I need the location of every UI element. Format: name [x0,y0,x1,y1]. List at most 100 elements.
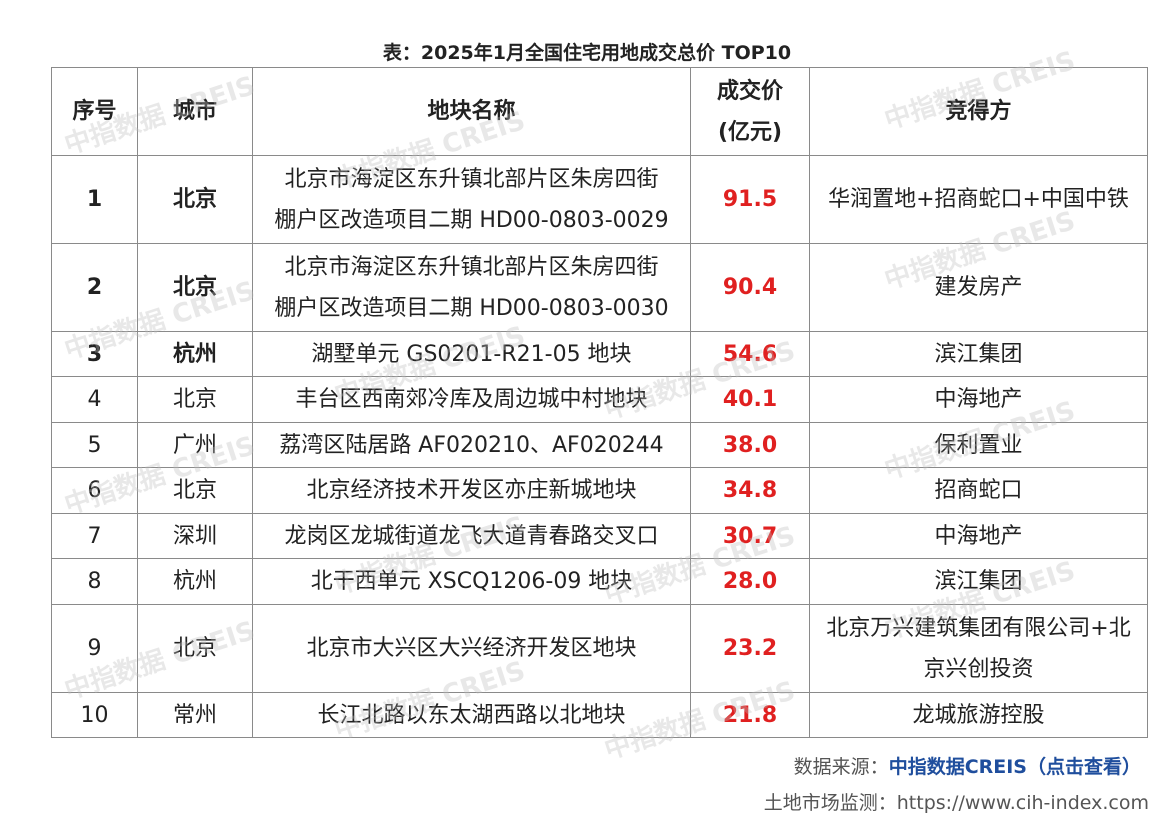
cell-city: 北京 [137,155,253,244]
cell-price-line: 90.4 [722,275,778,300]
cell-city-line: 北京 [172,478,217,503]
cell-city: 常州 [137,692,253,738]
cell-buyer-line: 龙城旅游控股 [912,702,1045,728]
cell-price-line: 30.7 [722,523,778,549]
land-deals-table: 序号 城市 地块名称 成交价 (亿元) 竞得方 1 北京 北京市海淀区东升镇北部片区… [51,67,1148,738]
cell-price-line: 23.2 [722,636,778,661]
table-row: 4 北京 丰台区西南郊冷库及周边城中村地块 40.1 中海地产 [51,376,1148,423]
cell-city: 北京 [137,604,253,693]
cell-buyer: 招商蛇口 [809,467,1148,514]
cell-city-line: 广州 [172,432,217,458]
cell-city: 北京 [137,467,253,514]
cell-price-line: 40.1 [722,387,778,412]
header-no: 序号 [51,67,138,156]
cell-price: 91.5 [690,155,810,244]
cell-no: 7 [51,513,138,559]
cell-name-line: 北京市海淀区东升镇北部片区朱房四街 [284,166,659,192]
table-row: 9 北京 北京市大兴区大兴经济开发区地块 23.2 北京万兴建筑集团有限公司+北 京兴创投… [51,604,1148,693]
cell-name-line: 龙岗区龙城街道龙飞大道青春路交叉口 [284,523,659,549]
cell-no-line: 6 [87,478,102,503]
cell-name-line: 湖墅单元 GS0201-R21-05 地块 [311,341,632,367]
cell-buyer: 滨江集团 [809,558,1148,605]
cell-no-line: 4 [87,387,102,412]
cell-name: 丰台区西南郊冷库及周边城中村地块 [252,376,691,423]
cell-buyer: 华润置地+招商蛇口+中国中铁 [809,155,1148,244]
cell-name-line: 棚户区改造项目二期 HD00-0803-0029 [274,207,669,233]
cell-buyer: 中海地产 [809,513,1148,559]
cell-name-line: 棚户区改造项目二期 HD00-0803-0030 [274,295,669,321]
cell-price: 34.8 [690,467,810,514]
table-header-row: 序号 城市 地块名称 成交价 (亿元) 竞得方 [51,67,1148,156]
cell-city: 北京 [137,243,253,332]
cell-buyer: 龙城旅游控股 [809,692,1148,738]
cell-price: 30.7 [690,513,810,559]
cell-price: 54.6 [690,331,810,377]
cell-price: 23.2 [690,604,810,693]
table-row: 6 北京 北京经济技术开发区亦庄新城地块 34.8 招商蛇口 [51,467,1148,514]
cell-buyer-line: 华润置地+招商蛇口+中国中铁 [828,187,1129,212]
data-source: 数据来源：中指数据CREIS（点击查看） [794,752,1141,779]
cell-no-line: 7 [87,523,102,549]
cell-no: 4 [51,376,138,423]
land-monitor: 土地市场监测：https://www.cih-index.com [764,788,1149,815]
cell-name-line: 荔湾区陆居路 AF020210、AF020244 [279,432,664,458]
cell-no-line: 1 [86,187,103,212]
cell-price-line: 54.6 [722,341,778,367]
cell-name-line: 北京市海淀区东升镇北部片区朱房四街 [284,254,659,280]
cell-name: 北京市大兴区大兴经济开发区地块 [252,604,691,693]
cell-name: 长江北路以东太湖西路以北地块 [252,692,691,738]
cell-no-line: 5 [87,432,102,458]
cell-buyer-line: 保利置业 [934,432,1023,458]
cell-name: 北京经济技术开发区亦庄新城地块 [252,467,691,514]
cell-price-line: 34.8 [722,478,778,503]
cell-name-line: 北京市大兴区大兴经济开发区地块 [306,636,637,661]
cell-no: 8 [51,558,138,605]
header-name: 地块名称 [252,67,691,156]
cell-price: 40.1 [690,376,810,423]
table-row: 1 北京 北京市海淀区东升镇北部片区朱房四街 棚户区改造项目二期 HD00-0803-… [51,155,1148,244]
cell-no-line: 9 [87,636,102,661]
cell-city: 北京 [137,376,253,423]
cell-name-line: 长江北路以东太湖西路以北地块 [317,702,626,728]
cell-city-line: 北京 [172,275,217,300]
table-row: 8 杭州 北干西单元 XSCQ1206-09 地块 28.0 滨江集团 [51,558,1148,605]
cell-price-line: 28.0 [722,569,778,594]
cell-buyer-line: 滨江集团 [934,569,1023,594]
cell-buyer-line: 中海地产 [934,523,1023,549]
land-monitor-url[interactable]: https://www.cih-index.com [896,792,1149,814]
cell-no-line: 3 [86,341,103,367]
cell-city-line: 杭州 [172,569,217,594]
table-row: 10 常州 长江北路以东太湖西路以北地块 21.8 龙城旅游控股 [51,692,1148,738]
header-price-line1: 成交价 [716,78,783,104]
land-monitor-label: 土地市场监测： [763,792,897,814]
header-buyer: 竞得方 [809,67,1148,156]
cell-buyer-line: 滨江集团 [934,341,1023,367]
table-title: 表：2025年1月全国住宅用地成交总价 TOP10 [382,42,792,64]
cell-price-line: 38.0 [722,432,778,458]
table-row: 7 深圳 龙岗区龙城街道龙飞大道青春路交叉口 30.7 中海地产 [51,513,1148,559]
cell-no: 5 [51,422,138,468]
data-source-link[interactable]: 中指数据CREIS（点击查看） [888,756,1141,778]
cell-buyer-line: 建发房产 [934,275,1023,300]
cell-buyer: 滨江集团 [809,331,1148,377]
cell-no: 9 [51,604,138,693]
cell-city: 杭州 [137,558,253,605]
cell-price-line: 21.8 [722,702,778,728]
cell-buyer: 北京万兴建筑集团有限公司+北 京兴创投资 [809,604,1148,693]
cell-city: 深圳 [137,513,253,559]
cell-no: 1 [51,155,138,244]
cell-no-line: 8 [87,569,102,594]
cell-buyer: 保利置业 [809,422,1148,468]
cell-name-line: 北干西单元 XSCQ1206-09 地块 [310,569,633,594]
cell-buyer: 中海地产 [809,376,1148,423]
cell-price: 38.0 [690,422,810,468]
cell-name-line: 丰台区西南郊冷库及周边城中村地块 [295,387,648,412]
cell-buyer-line: 中海地产 [934,387,1023,412]
cell-buyer-line: 北京万兴建筑集团有限公司+北 [826,615,1131,641]
cell-city-line: 杭州 [172,341,217,367]
cell-no: 2 [51,243,138,332]
table-row: 2 北京 北京市海淀区东升镇北部片区朱房四街 棚户区改造项目二期 HD00-0803-… [51,243,1148,332]
header-price: 成交价 (亿元) [690,67,810,156]
cell-city-line: 北京 [172,387,217,412]
cell-name: 北京市海淀区东升镇北部片区朱房四街 棚户区改造项目二期 HD00-0803-002… [252,155,691,244]
